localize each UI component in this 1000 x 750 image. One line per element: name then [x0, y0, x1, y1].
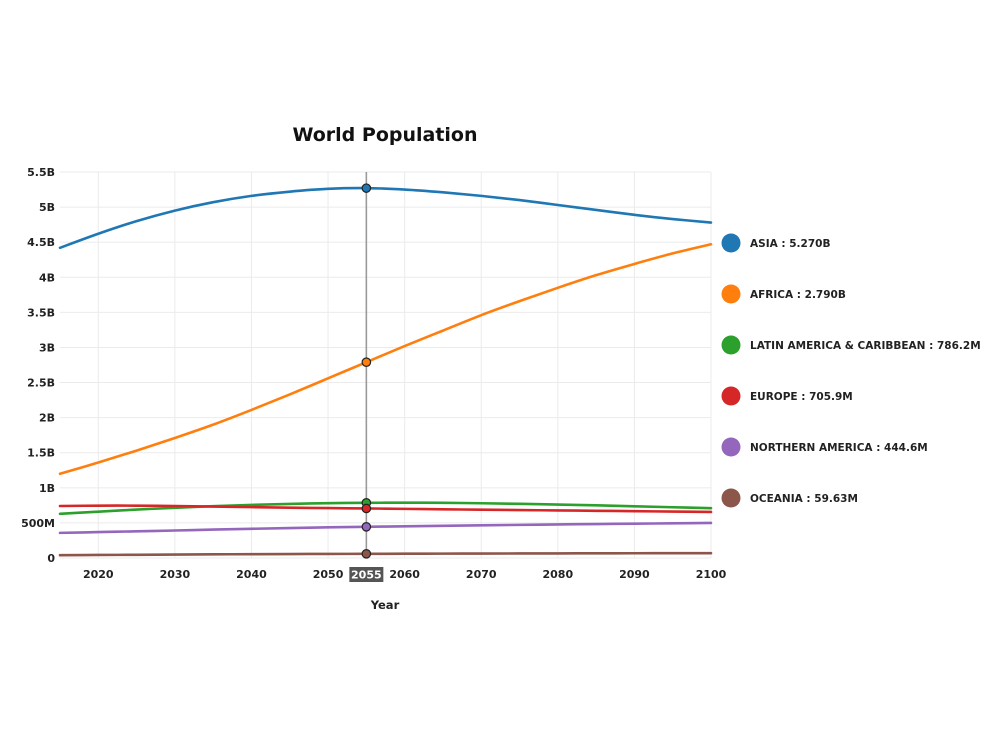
- x-tick-label: 2050: [313, 568, 344, 581]
- legend-item-asia[interactable]: ASIA : 5.270B: [721, 233, 831, 253]
- legend-swatch: [721, 335, 741, 355]
- series-line-northern-america: [58, 521, 713, 535]
- y-tick-label: 2.5B: [27, 377, 55, 390]
- legend-item-africa[interactable]: AFRICA : 2.790B: [721, 284, 846, 304]
- legend-label: OCEANIA : 59.63M: [750, 493, 858, 505]
- y-tick-label: 4.5B: [27, 236, 55, 249]
- hover-marker-africa: [361, 357, 372, 367]
- legend-label: EUROPE : 705.9M: [750, 391, 853, 403]
- hover-marker-asia: [361, 183, 372, 193]
- legend-swatch: [721, 488, 741, 508]
- y-tick-label: 3B: [39, 341, 55, 354]
- y-tick-label: 500M: [21, 517, 55, 530]
- y-tick-label: 4B: [39, 271, 55, 284]
- legend-swatch: [721, 386, 741, 406]
- chart-title: World Population: [292, 124, 477, 146]
- series-lines: [58, 186, 713, 557]
- grid-lines: [60, 171, 712, 559]
- hover-marker-northern-america: [361, 521, 372, 532]
- legend-item-oceania[interactable]: OCEANIA : 59.63M: [721, 488, 858, 508]
- x-tick-label: 2070: [466, 568, 497, 581]
- y-tick-label: 0: [47, 552, 55, 565]
- x-tick-label: 2040: [236, 568, 267, 581]
- series-line-oceania: [58, 551, 713, 557]
- x-axis-ticks: 2020 2030 2040 2050 2060 2070 2080 2090 2100: [83, 568, 727, 581]
- legend-item-latin-america-caribbean[interactable]: LATIN AMERICA & CARIBBEAN : 786.2M: [721, 335, 981, 355]
- series-line-asia: [58, 186, 713, 250]
- legend-swatch: [721, 437, 741, 457]
- legend-item-northern-america[interactable]: NORTHERN AMERICA : 444.6M: [721, 437, 928, 457]
- legend-label: AFRICA : 2.790B: [750, 289, 846, 301]
- y-tick-label: 5B: [39, 201, 55, 214]
- y-axis-ticks: 0 500M 1B 1.5B 2B 2.5B 3B 3.5B 4B 4.5B 5B 5.5B: [21, 166, 55, 565]
- hover-year-label: 2055: [351, 569, 382, 582]
- y-tick-label: 1B: [39, 482, 55, 495]
- legend-swatch: [721, 233, 741, 253]
- series-line-latin-america-caribbean: [58, 501, 713, 516]
- x-tick-label: 2080: [543, 568, 574, 581]
- x-tick-label: 2030: [160, 568, 191, 581]
- legend-swatch: [721, 284, 741, 304]
- hover-marker-europe: [361, 503, 372, 514]
- legend-item-europe[interactable]: EUROPE : 705.9M: [721, 386, 853, 406]
- legend-label: NORTHERN AMERICA : 444.6M: [750, 442, 928, 454]
- series-line-africa: [58, 242, 713, 476]
- x-tick-label: 2100: [696, 568, 727, 581]
- x-axis-label: Year: [370, 598, 400, 612]
- y-tick-label: 5.5B: [27, 166, 55, 179]
- hover-marker-oceania: [361, 549, 372, 559]
- y-tick-label: 3.5B: [27, 306, 55, 319]
- hover-layer: 2055: [349, 172, 384, 582]
- series-line-europe: [58, 504, 713, 514]
- legend-label: LATIN AMERICA & CARIBBEAN : 786.2M: [750, 340, 981, 352]
- hover-year-badge: [349, 567, 384, 582]
- x-tick-label: 2020: [83, 568, 114, 581]
- y-tick-label: 2B: [39, 412, 55, 425]
- legend: ASIA : 5.270B AFRICA : 2.790B LATIN AMERIC…: [721, 233, 981, 508]
- y-tick-label: 1.5B: [27, 447, 55, 460]
- x-tick-label: 2060: [389, 568, 420, 581]
- x-tick-label: 2090: [619, 568, 650, 581]
- legend-label: ASIA : 5.270B: [750, 238, 830, 250]
